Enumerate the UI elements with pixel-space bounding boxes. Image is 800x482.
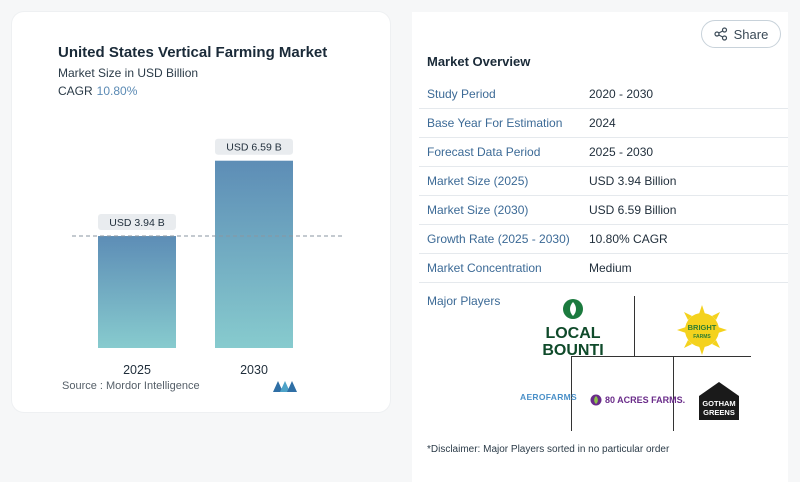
row-value: USD 6.59 Billion <box>589 203 677 217</box>
divider <box>571 356 751 357</box>
row-label: Study Period <box>427 87 496 101</box>
chart-title: United States Vertical Farming Market <box>58 44 328 61</box>
cagr-label: CAGR <box>58 84 93 98</box>
bar-chart: USD 3.94 B 2025 USD 6.59 B 2030 <box>72 138 342 377</box>
row-value: USD 3.94 Billion <box>589 174 677 188</box>
bar-2025 <box>98 236 176 348</box>
row-value: 2020 - 2030 <box>589 87 654 101</box>
gotham-greens-house-icon: GOTHAM GREENS <box>699 382 739 420</box>
x-tick-label: 2030 <box>240 363 268 377</box>
chart-subtitle: Market Size in USD Billion <box>58 66 199 80</box>
bright-farms-logo: BRIGHT FARMS <box>676 304 728 356</box>
x-tick-label: 2025 <box>123 363 151 377</box>
bright-farms-sun-icon: BRIGHT FARMS <box>677 305 727 355</box>
divider <box>634 296 635 356</box>
gotham-greens-text: GOTHAM GREENS <box>702 399 735 417</box>
row-label: Market Size (2030) <box>427 203 529 217</box>
row-value: 2025 - 2030 <box>589 145 654 159</box>
share-button[interactable]: Share <box>701 20 781 48</box>
row-label: Forecast Data Period <box>427 145 541 159</box>
value-label: USD 6.59 B <box>226 142 281 154</box>
overview-row: Base Year For Estimation 2024 <box>419 109 788 138</box>
divider <box>673 356 674 431</box>
major-players-label: Major Players <box>427 294 501 308</box>
gotham-greens-logo: GOTHAM GREENS <box>696 380 742 422</box>
row-label: Market Size (2025) <box>427 174 529 188</box>
aerofarms-logo: AEROFARMS <box>520 392 578 402</box>
bar-2030 <box>215 160 293 348</box>
local-bounti-logo: LOCAL BOUNTI <box>538 298 608 359</box>
overview-table: Study Period 2020 - 2030 Base Year For Es… <box>419 80 788 283</box>
row-label: Base Year For Estimation <box>427 116 563 130</box>
bright-farms-text: BRIGHT FARMS <box>688 323 717 340</box>
80-acres-farms-logo: 80 ACRES FARMS. <box>590 392 686 408</box>
value-label-bg <box>215 138 293 155</box>
overview-title: Market Overview <box>427 54 531 69</box>
disclaimer-text: *Disclaimer: Major Players sorted in no … <box>427 444 670 455</box>
chart-card <box>12 12 390 412</box>
market-overview-card: Share Market Overview Study Period 2020 -… <box>412 12 788 482</box>
value-label: USD 3.94 B <box>109 217 164 229</box>
80-acres-leaf-icon <box>590 394 602 406</box>
overview-row: Market Size (2025) USD 3.94 Billion <box>419 167 788 196</box>
row-value: 10.80% CAGR <box>589 232 668 246</box>
overview-row: Market Concentration Medium <box>419 254 788 283</box>
local-bounti-text-1: LOCAL BOUNTI <box>542 325 603 358</box>
row-label: Growth Rate (2025 - 2030) <box>427 232 570 246</box>
overview-row: Forecast Data Period 2025 - 2030 <box>419 138 788 167</box>
value-label-bg <box>98 214 176 231</box>
major-players-grid <box>517 296 757 438</box>
local-bounti-logo-icon: LOCAL BOUNTI <box>542 299 604 359</box>
row-value: 2024 <box>589 116 616 130</box>
80-acres-text: 80 ACRES FARMS. <box>605 395 686 405</box>
row-value: Medium <box>589 261 632 275</box>
divider <box>571 356 572 431</box>
cagr-value: 10.80% <box>96 84 138 98</box>
share-icon <box>714 27 727 41</box>
share-label: Share <box>733 26 769 42</box>
overview-row: Growth Rate (2025 - 2030) 10.80% CAGR <box>419 225 788 254</box>
mordor-intelligence-logo-icon <box>273 381 297 392</box>
overview-row: Study Period 2020 - 2030 <box>419 80 788 109</box>
chart-cagr: CAGR 10.80% <box>58 84 137 98</box>
overview-row: Market Size (2030) USD 6.59 Billion <box>419 196 788 225</box>
source-text: Source : Mordor Intelligence <box>62 380 200 392</box>
row-label: Market Concentration <box>427 261 542 275</box>
